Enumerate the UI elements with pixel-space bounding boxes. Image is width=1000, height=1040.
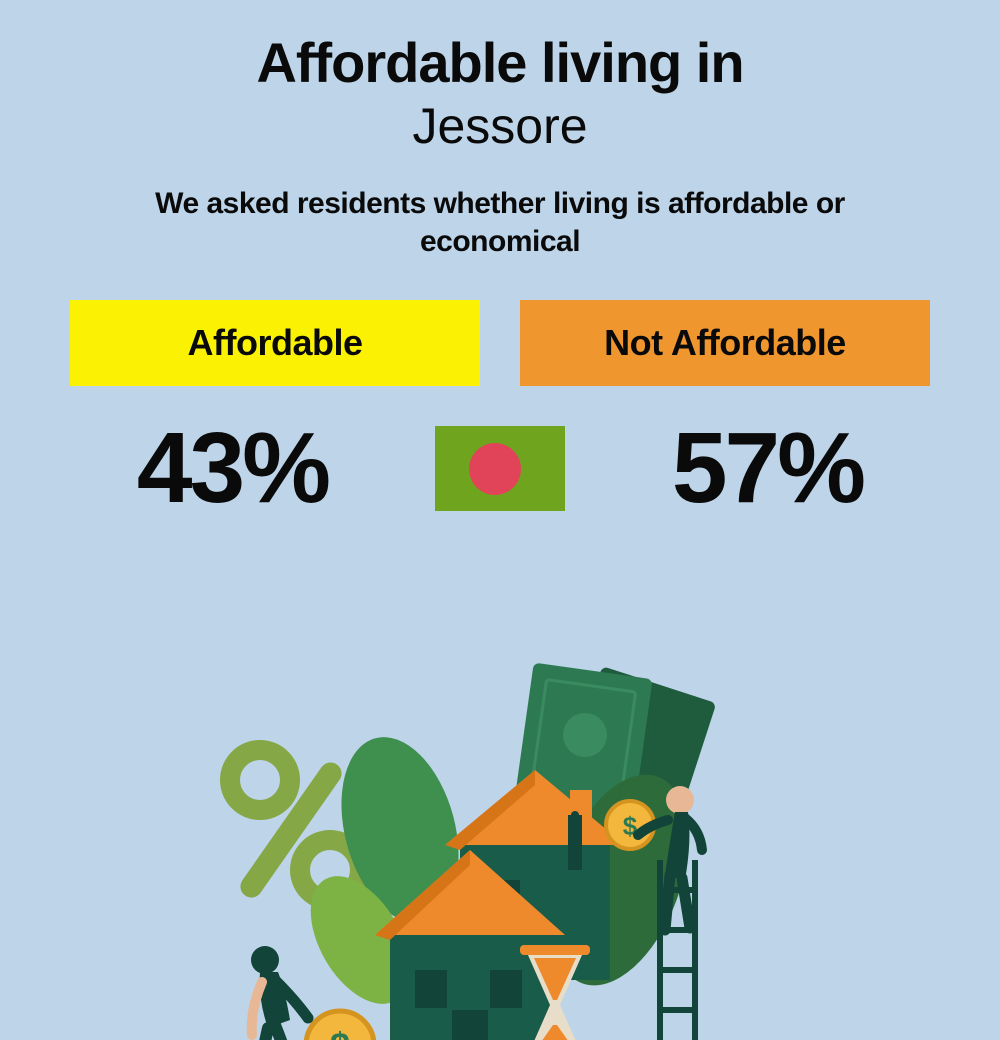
svg-text:$: $ [330,1025,350,1040]
bangladesh-flag-icon [435,426,565,511]
not-affordable-label-box: Not Affordable [520,300,930,386]
housing-illustration: $ $ [190,640,810,1040]
title-block: Affordable living in Jessore [60,30,940,155]
title-line2: Jessore [60,97,940,155]
flag-circle [469,443,521,495]
labels-row: Affordable Not Affordable [70,300,930,386]
values-row: 43% 57% [60,411,940,526]
title-line1: Affordable living in [60,30,940,95]
affordable-label-box: Affordable [70,300,480,386]
not-affordable-percent: 57% [595,411,940,526]
affordable-percent: 43% [60,411,405,526]
subtitle-text: We asked residents whether living is aff… [150,185,850,260]
